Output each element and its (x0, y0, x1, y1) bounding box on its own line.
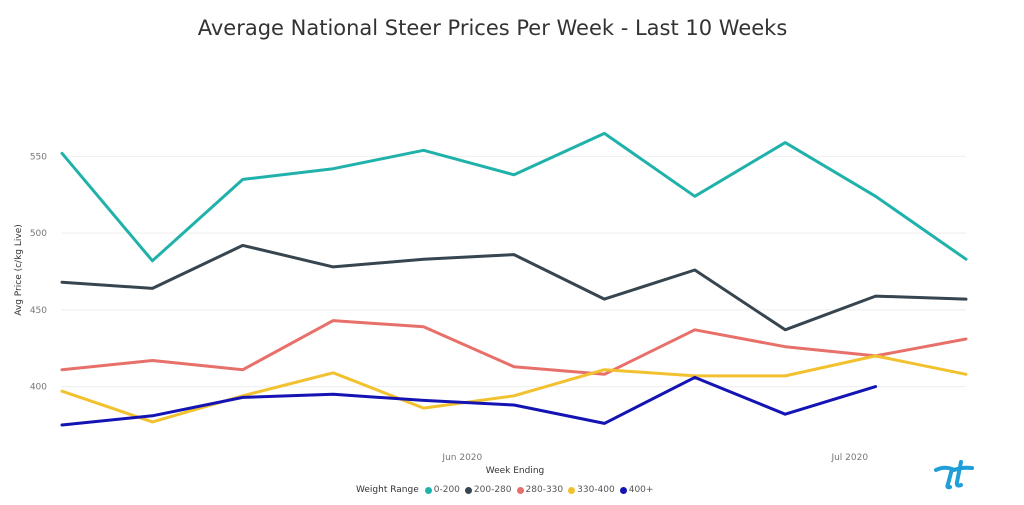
legend-label: 0-200 (433, 485, 460, 495)
y-tick-label: 450 (30, 306, 47, 316)
series-line-400plus (60, 375, 878, 427)
logo-stroke (952, 460, 974, 488)
tt-logo-icon (934, 460, 974, 490)
series-line-200-280 (60, 243, 968, 332)
legend-title: Weight Range (356, 485, 419, 495)
y-axis-ticks: 400 450 500 550 (30, 152, 47, 392)
series-lines (60, 131, 968, 427)
legend-item[interactable]: 330-400 (568, 485, 615, 495)
series-line-280-330 (60, 319, 968, 376)
gridlines (62, 155, 966, 388)
y-axis-title: Avg Price (c/kg Live) (14, 224, 24, 316)
series-line-0-200 (60, 131, 968, 263)
x-axis-ticks: Jun 2020 Jul 2020 (441, 453, 868, 463)
y-tick-label: 500 (30, 229, 47, 239)
y-tick-label: 550 (30, 152, 47, 162)
legend-label: 330-400 (577, 485, 615, 495)
y-tick-label: 400 (30, 383, 47, 393)
legend-items: 0-200 200-280 280-330 330-400 400+ (424, 485, 659, 495)
logo-stroke (934, 465, 955, 490)
legend: Weight Range 0-200 200-280 280-330 330-400 4… (356, 483, 658, 497)
legend-item[interactable]: 400+ (619, 485, 654, 495)
legend-swatch (424, 486, 432, 494)
legend-item[interactable]: 200-280 (464, 485, 512, 495)
chart-title: Average National Steer Prices Per Week -… (197, 16, 788, 40)
legend-label: 400+ (628, 485, 654, 495)
legend-label: 280-330 (525, 485, 564, 495)
legend-swatch (619, 486, 627, 494)
legend-item[interactable]: 0-200 (424, 485, 460, 495)
legend-label: 200-280 (473, 485, 512, 495)
legend-swatch (568, 486, 576, 494)
x-tick-label: Jun 2020 (441, 453, 482, 463)
legend-item[interactable]: 280-330 (516, 485, 564, 495)
x-axis-title: Week Ending (486, 466, 545, 476)
x-tick-label: Jul 2020 (830, 453, 868, 463)
legend-swatch (516, 486, 524, 494)
legend-swatch (464, 486, 472, 494)
